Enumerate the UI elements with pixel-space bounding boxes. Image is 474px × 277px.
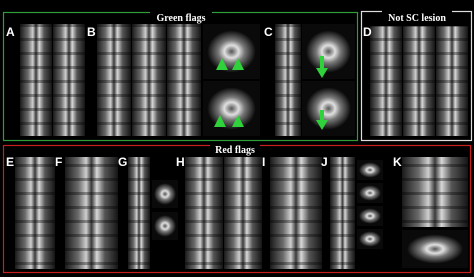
mri-image (128, 157, 150, 269)
green-flags-title: Green flags (157, 13, 206, 24)
mri-image (407, 234, 463, 264)
arrow (316, 120, 328, 130)
arrow (320, 56, 324, 69)
arrow (320, 110, 324, 121)
mri-image (20, 24, 52, 136)
mri-image (275, 24, 301, 136)
panel-label: C (264, 25, 273, 39)
panel-label: G (118, 155, 127, 169)
mri-image (359, 231, 381, 247)
title-bg (210, 143, 260, 156)
panel-label: I (262, 155, 265, 169)
mri-image (270, 157, 322, 269)
panel-label: E (6, 155, 14, 169)
mri-image (154, 183, 176, 205)
arrow (232, 58, 244, 70)
not-sc-title: Not SC lesion (388, 13, 446, 24)
red-flags-title: Red flags (215, 145, 255, 156)
arrow (232, 115, 244, 127)
title-bg (382, 10, 452, 24)
mri-images (15, 24, 468, 269)
panel-label: B (87, 25, 96, 39)
mri-image (53, 24, 85, 136)
panel-label: A (6, 25, 15, 39)
mri-image (359, 185, 381, 201)
mri-image (185, 157, 223, 269)
panel-label: D (363, 25, 372, 39)
mri-image (207, 87, 256, 130)
mri-image (15, 157, 55, 269)
panel-label: J (321, 155, 328, 169)
mri-image (306, 30, 351, 73)
mri-image (359, 162, 381, 178)
panel-label: F (55, 155, 62, 169)
arrow (214, 115, 226, 127)
mri-image (207, 30, 256, 73)
mri-image (97, 24, 131, 136)
arrows (214, 56, 328, 130)
panel-label: K (393, 155, 402, 169)
mri-image (403, 26, 435, 136)
mri-image (359, 208, 381, 224)
mri-image (306, 87, 351, 130)
mri-image (132, 24, 166, 136)
mri-image (167, 24, 201, 136)
mri-image (224, 157, 262, 269)
mri-image (402, 157, 468, 227)
mri-image (154, 215, 176, 237)
mri-image (65, 157, 118, 269)
arrow (316, 68, 328, 78)
mri-image (330, 157, 355, 269)
title-bg (150, 10, 212, 24)
mri-image (370, 26, 402, 136)
mri-image (436, 26, 468, 136)
panel-label: H (176, 155, 185, 169)
arrow (216, 58, 228, 70)
